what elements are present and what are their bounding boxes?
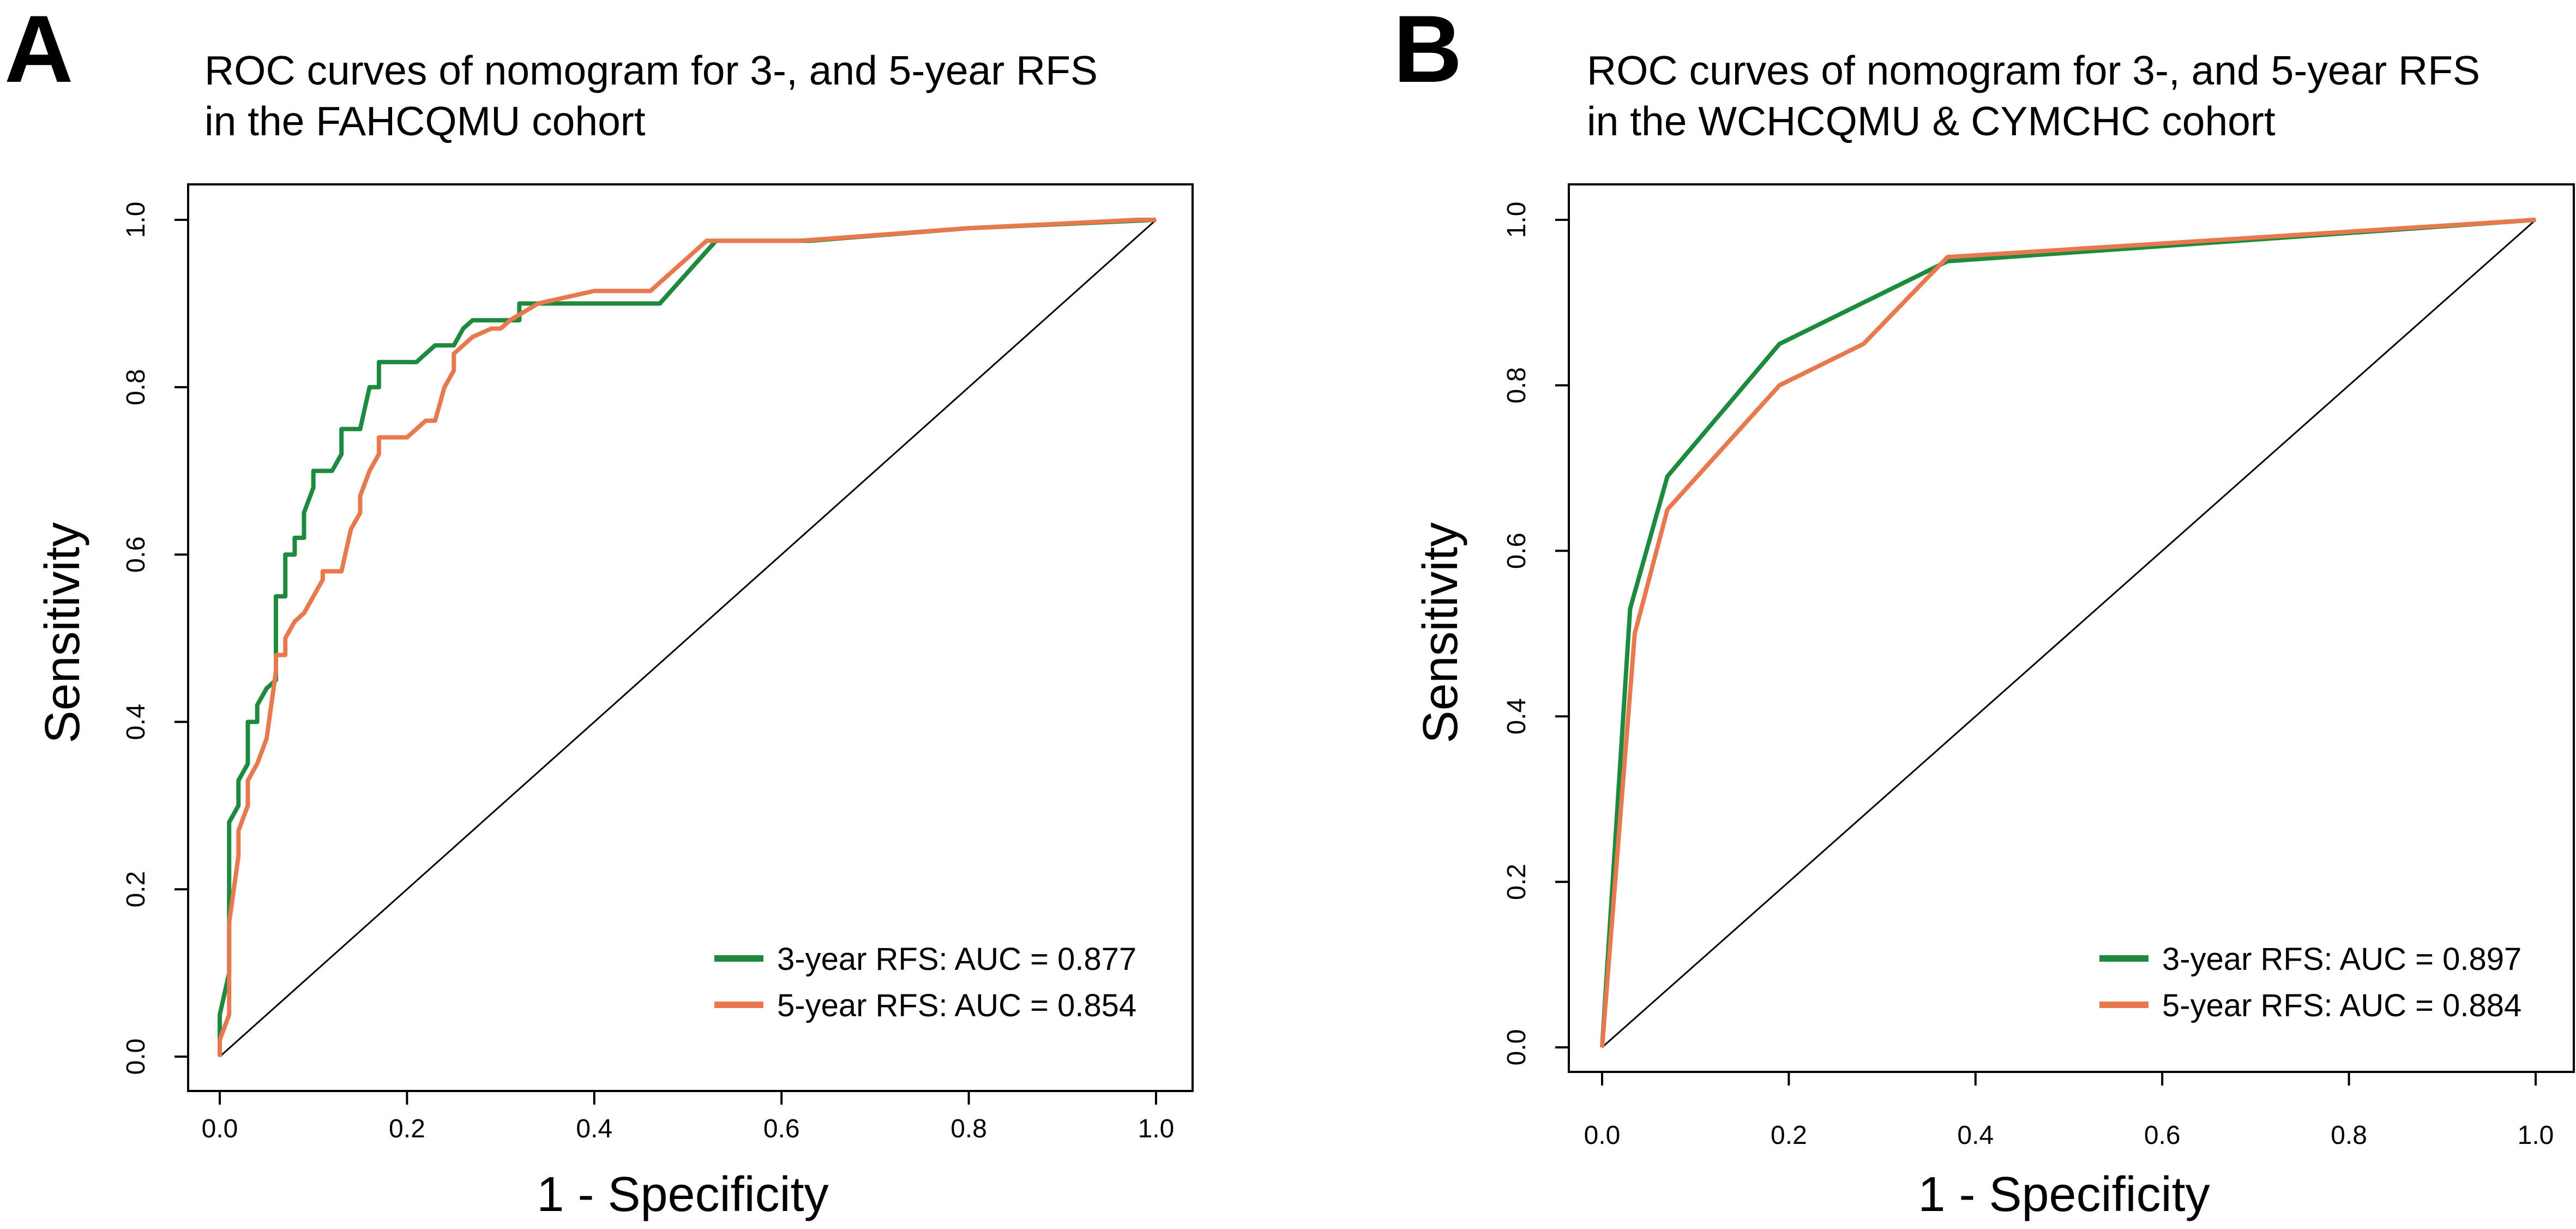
chart-title-line1: ROC curves of nomogram for 3-, and 5-yea… — [204, 47, 1098, 93]
reference-diagonal — [1602, 219, 2536, 1048]
legend-label-5-year: 5-year RFS: AUC = 0.854 — [777, 988, 1136, 1023]
x-tick-label: 0.6 — [763, 1114, 800, 1143]
x-tick-label: 0.8 — [950, 1114, 987, 1143]
x-tick-label: 0.8 — [2331, 1121, 2367, 1150]
y-tick-label: 1.0 — [122, 202, 151, 238]
roc-curves — [1600, 218, 2536, 1048]
y-tick-label: 0.4 — [122, 704, 151, 740]
legend-label-3-year: 3-year RFS: AUC = 0.897 — [2162, 942, 2521, 977]
roc-curve-3-year — [1600, 218, 2536, 1048]
chart-title-line2: in the WCHCQMU & CYMCHC cohort — [1587, 98, 2276, 144]
y-tick-label: 0.0 — [1502, 1029, 1531, 1066]
chart-title-line1: ROC curves of nomogram for 3-, and 5-yea… — [1587, 47, 2480, 93]
reference-diagonal — [219, 219, 1157, 1058]
x-tick-label: 1.0 — [1138, 1114, 1175, 1143]
x-tick-label: 0.0 — [202, 1114, 238, 1143]
panel-b: B ROC curves of nomogram for 3-, and 5-y… — [1393, 0, 2575, 1222]
x-tick-label: 0.6 — [2144, 1121, 2181, 1150]
y-tick-label: 1.0 — [1502, 202, 1531, 238]
y-tick-label: 0.2 — [1502, 864, 1531, 900]
roc-curve-5-year — [218, 218, 1156, 1057]
y-axis-title: Sensitivity — [35, 522, 90, 743]
y-tick-label: 0.0 — [122, 1039, 151, 1075]
x-axis-title: 1 - Specificity — [1918, 1167, 2210, 1222]
x-tick-label: 0.0 — [1584, 1121, 1621, 1150]
roc-curve-3-year — [218, 218, 1157, 1057]
y-tick-label: 0.2 — [122, 871, 151, 908]
panel-label: A — [4, 0, 73, 103]
legend: 3-year RFS: AUC = 0.897 5-year RFS: AUC … — [2099, 942, 2521, 1023]
roc-curve-5-year — [1600, 218, 2536, 1048]
y-tick-label: 0.6 — [1502, 532, 1531, 569]
y-axis: 0.0 0.2 0.4 0.6 0.8 1.0 Sensitivity — [35, 202, 189, 1075]
y-tick-label: 0.8 — [122, 369, 151, 405]
roc-curves — [218, 218, 1157, 1057]
plot-frame — [1568, 183, 2575, 1073]
panel-label: B — [1393, 0, 1462, 103]
x-tick-label: 1.0 — [2518, 1121, 2554, 1150]
panel-a: A ROC curves of nomogram for 3-, and 5-y… — [4, 0, 1194, 1222]
y-tick-label: 0.6 — [122, 536, 151, 573]
chart-title-line2: in the FAHCQMU cohort — [204, 98, 646, 144]
legend: 3-year RFS: AUC = 0.877 5-year RFS: AUC … — [714, 942, 1136, 1023]
y-axis-title: Sensitivity — [1413, 522, 1468, 743]
x-axis: 0.0 0.2 0.4 0.6 0.8 1.0 1 - Specificity — [202, 1090, 1175, 1222]
x-axis-title: 1 - Specificity — [537, 1167, 828, 1222]
y-axis: 0.0 0.2 0.4 0.6 0.8 1.0 Sensitivity — [1413, 202, 1570, 1066]
y-tick-label: 0.8 — [1502, 367, 1531, 404]
legend-label-5-year: 5-year RFS: AUC = 0.884 — [2162, 988, 2521, 1023]
x-axis: 0.0 0.2 0.4 0.6 0.8 1.0 1 - Specificity — [1584, 1071, 2554, 1222]
x-tick-label: 0.2 — [1771, 1121, 1807, 1150]
x-tick-label: 0.2 — [389, 1114, 425, 1143]
legend-label-3-year: 3-year RFS: AUC = 0.877 — [777, 942, 1136, 977]
y-tick-label: 0.4 — [1502, 698, 1531, 735]
x-tick-label: 0.4 — [1957, 1121, 1994, 1150]
x-tick-label: 0.4 — [576, 1114, 612, 1143]
